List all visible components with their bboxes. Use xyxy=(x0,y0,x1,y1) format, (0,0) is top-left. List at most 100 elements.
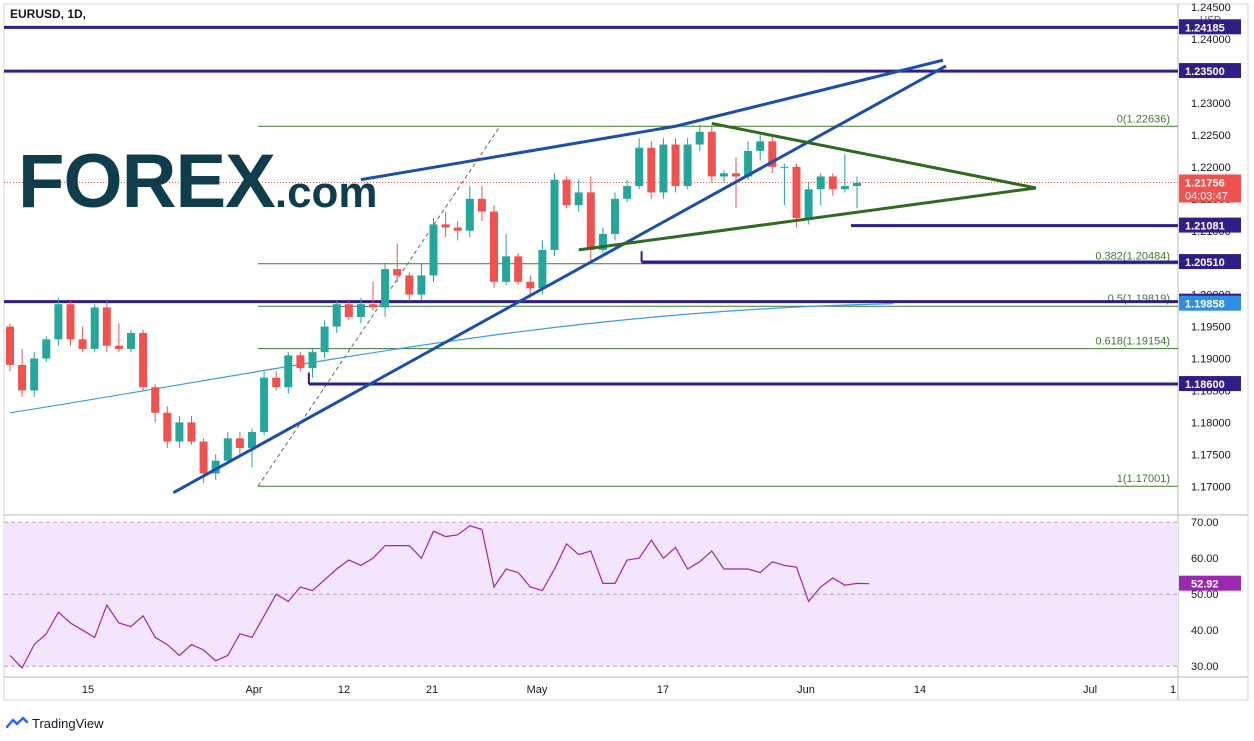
channel-upper-extension xyxy=(675,58,944,128)
time-tick-9: 1 xyxy=(1170,684,1176,696)
candle-body-55 xyxy=(671,144,680,187)
candle-body-16 xyxy=(199,441,208,474)
candle-body-38 xyxy=(465,198,474,231)
fib-label-3: 0.618(1.19154) xyxy=(1095,336,1170,348)
rsi-tick-1: 60.00 xyxy=(1191,553,1219,565)
channel-upper-line xyxy=(360,124,676,182)
price-tag-bg-3 xyxy=(1179,217,1241,233)
watermark-letter-o: O xyxy=(63,139,122,224)
tradingview-brand: TradingView xyxy=(32,715,104,731)
footer-branding[interactable]: TradingView xyxy=(6,712,104,734)
candle-body-28 xyxy=(344,304,353,317)
rsi-tick-3: 40.00 xyxy=(1191,625,1219,637)
candle-body-37 xyxy=(453,227,462,231)
rsi-tick-2: 50.00 xyxy=(1191,589,1219,601)
price-tick-9: 1.19000 xyxy=(1191,354,1231,366)
candle-body-15 xyxy=(187,422,196,442)
price-tag-0: 1.24185 xyxy=(1185,22,1225,34)
price-tick-13: 1.17000 xyxy=(1191,481,1231,493)
price-tick-4: 1.22000 xyxy=(1191,162,1231,174)
candle-body-10 xyxy=(127,332,135,349)
candle-body-39 xyxy=(477,198,486,212)
price-countdown: 04:03:47 xyxy=(1185,190,1228,202)
price-tick-12: 1.17500 xyxy=(1191,449,1231,461)
price-tag-3: 1.21081 xyxy=(1185,221,1225,233)
candle-body-4 xyxy=(54,304,63,340)
candle-body-47 xyxy=(574,192,583,206)
candle-body-25 xyxy=(308,352,317,369)
candle-body-6 xyxy=(78,339,87,349)
candle-body-66 xyxy=(804,189,813,218)
candle-body-45 xyxy=(550,179,559,250)
time-tick-3: 21 xyxy=(426,684,438,696)
candle-body-48 xyxy=(586,192,595,250)
candle-body-61 xyxy=(744,150,753,177)
candle-body-20 xyxy=(248,431,256,448)
candle-body-23 xyxy=(284,355,293,388)
watermark-letters: REX xyxy=(121,139,276,224)
candle-body-49 xyxy=(598,233,607,250)
price-tag-1: 1.23500 xyxy=(1185,66,1225,78)
time-tick-5: 17 xyxy=(657,684,669,696)
price-tag-bg-2 xyxy=(1179,174,1241,203)
rsi-line xyxy=(9,525,870,670)
price-tick-0: 1.24500 xyxy=(1191,2,1231,14)
price-tag-6: 1.19858 xyxy=(1185,299,1225,311)
time-tick-6: Jun xyxy=(797,684,815,696)
candle-body-43 xyxy=(526,281,535,289)
price-tick-3: 1.22500 xyxy=(1191,130,1231,142)
candle-body-35 xyxy=(429,224,438,276)
candle-body-63 xyxy=(768,141,777,167)
candle-body-46 xyxy=(562,179,571,206)
candle-body-52 xyxy=(635,147,644,187)
candle-body-0 xyxy=(6,326,14,365)
candle-body-31 xyxy=(381,269,390,308)
channel-lower-line xyxy=(172,64,947,494)
fib-label-4: 1(1.17001) xyxy=(1117,473,1170,485)
triangle-lower-line xyxy=(578,186,1037,252)
candle-body-65 xyxy=(792,166,801,218)
candle-body-21 xyxy=(260,377,269,432)
candle-body-56 xyxy=(683,144,692,187)
candle-body-62 xyxy=(756,141,765,151)
price-tag-bg-0 xyxy=(1179,19,1241,35)
candle-body-9 xyxy=(114,345,123,349)
candle-body-24 xyxy=(296,355,305,369)
candle-body-3 xyxy=(42,339,51,359)
rsi-tick-4: 30.00 xyxy=(1191,661,1219,673)
candle-body-7 xyxy=(90,307,99,349)
price-tag-bg-4 xyxy=(1179,254,1241,270)
candle-body-57 xyxy=(695,131,704,145)
candle-body-64 xyxy=(780,166,789,168)
forex-watermark-logo: F O REX .com xyxy=(18,138,378,225)
candle-body-60 xyxy=(732,173,740,177)
moving-average-line xyxy=(9,303,894,414)
candle-body-58 xyxy=(707,131,716,177)
time-tick-4: May xyxy=(527,684,548,696)
candle-body-26 xyxy=(320,326,329,353)
symbol-title: EURUSD, 1D, xyxy=(10,7,87,21)
price-tick-1: 1.24000 xyxy=(1191,34,1231,46)
candle-body-22 xyxy=(272,377,281,388)
candle-body-54 xyxy=(659,144,668,193)
candle-body-68 xyxy=(828,176,837,190)
price-tag-bg-7 xyxy=(1179,376,1241,392)
time-tick-2: 12 xyxy=(338,684,350,696)
price-tick-11: 1.18000 xyxy=(1191,417,1231,429)
candle-body-34 xyxy=(417,275,426,295)
price-tag-2: 1.21756 xyxy=(1185,177,1225,189)
candle-body-44 xyxy=(538,249,547,289)
candle-body-5 xyxy=(66,304,75,340)
candle-body-42 xyxy=(514,256,523,282)
fib-label-0: 0(1.22636) xyxy=(1117,113,1170,125)
candle-body-29 xyxy=(356,304,365,317)
candle-body-69 xyxy=(840,186,849,190)
rsi-tag-bg xyxy=(1179,575,1241,591)
candle-body-32 xyxy=(393,269,402,276)
candle-body-40 xyxy=(490,211,498,282)
price-tick-2: 1.23000 xyxy=(1191,98,1231,110)
time-tick-7: 14 xyxy=(914,684,926,696)
candle-body-41 xyxy=(502,256,511,282)
